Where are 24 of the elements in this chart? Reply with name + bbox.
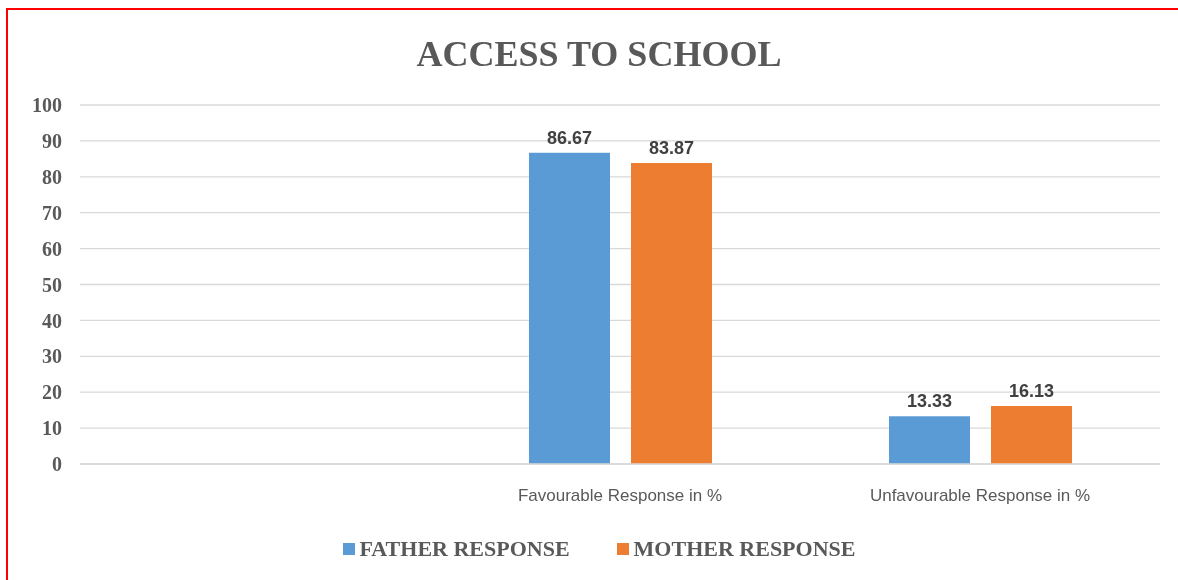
legend-label: FATHER RESPONSE [359,536,570,561]
data-label: 16.13 [1008,381,1055,402]
data-label: 83.87 [648,137,695,158]
data-label: 13.33 [906,391,953,412]
bar [991,406,1072,464]
y-tick-label: 0 [52,453,62,476]
bar [529,152,610,464]
bar [889,416,970,464]
data-label: 86.67 [546,127,593,148]
y-tick-label: 60 [42,237,62,260]
y-tick-label: 30 [42,345,62,368]
y-tick-label: 90 [42,130,62,152]
chart-title: ACCESS TO SCHOOL [415,34,783,74]
y-tick-label: 40 [42,309,62,332]
y-tick-label: 50 [42,273,62,296]
y-tick-label: 20 [42,381,62,404]
y-tick-label: 10 [42,417,62,440]
y-tick-label: 70 [42,201,62,224]
x-tick-label: Unfavourable Response in % [869,486,1091,506]
bar [631,162,712,464]
x-tick-label: Favourable Response in % [517,486,723,506]
y-tick-label: 80 [42,165,62,188]
legend-label: MOTHER RESPONSE [633,536,856,561]
y-tick-label: 100 [32,94,62,117]
